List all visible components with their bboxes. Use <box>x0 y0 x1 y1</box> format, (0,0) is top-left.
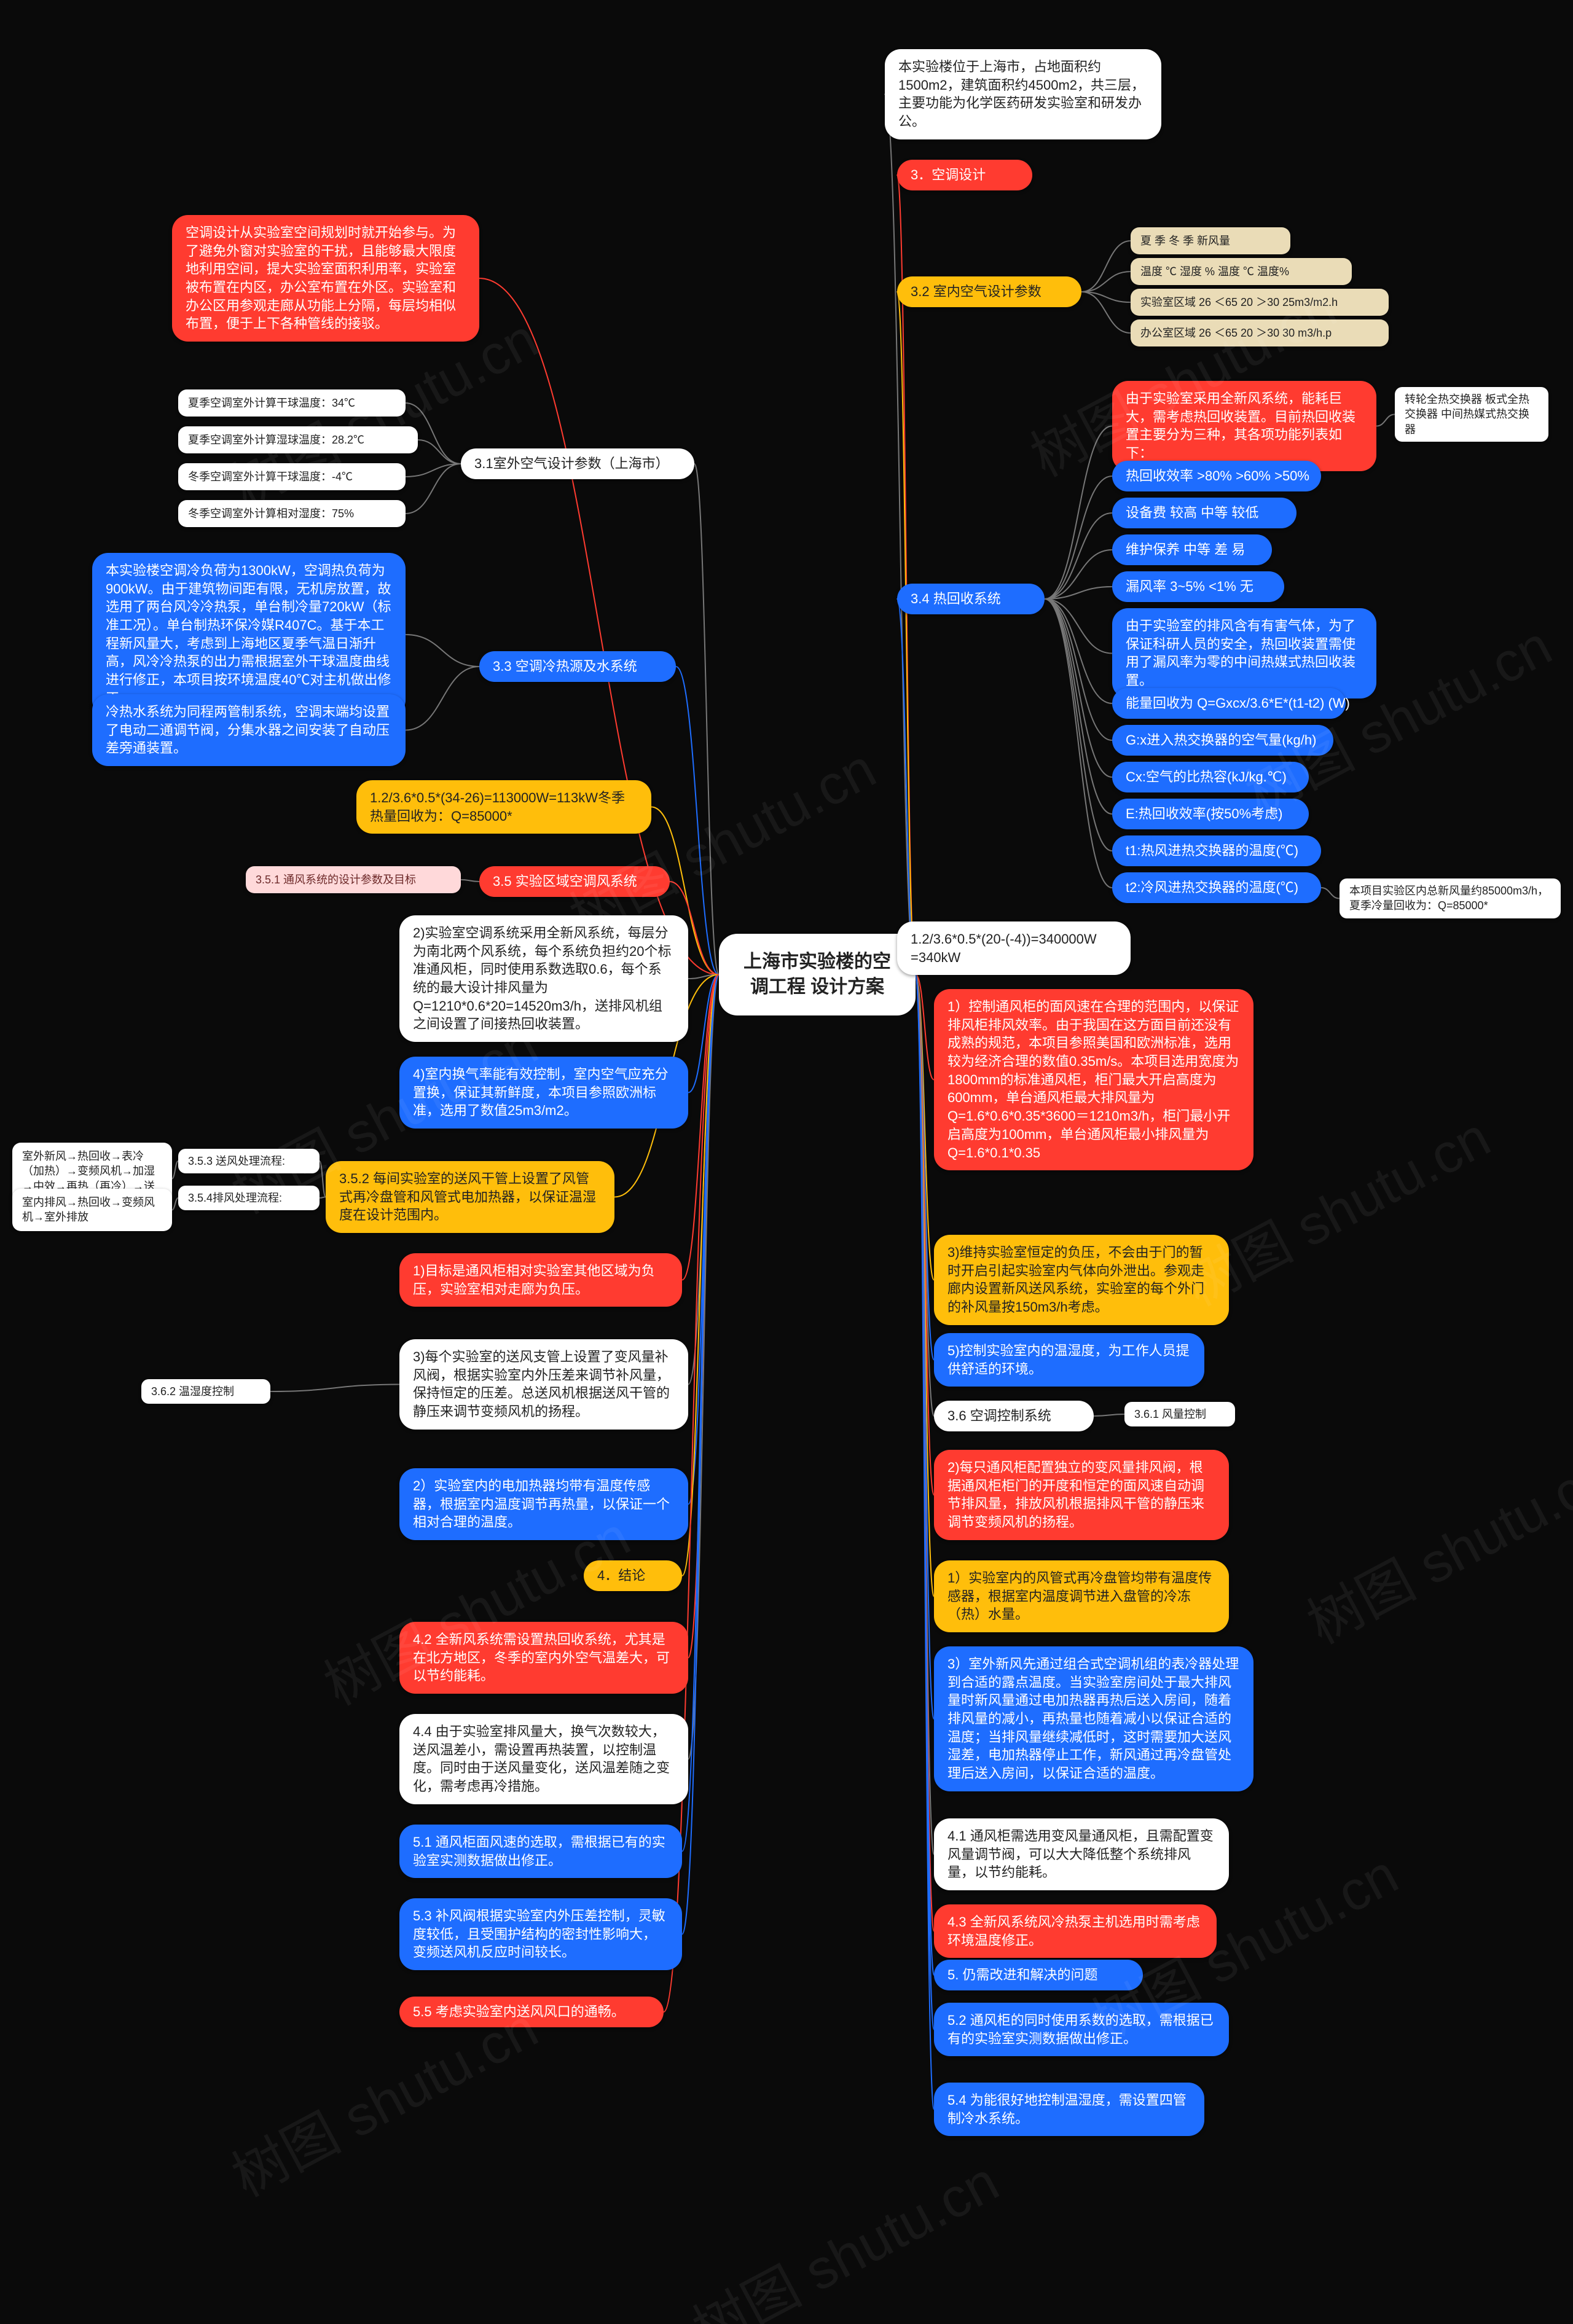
mindmap-node: 1）实验室内的风管式再冷盘管均带有温度传感器，根据室内温度调节进入盘管的冷冻（热… <box>934 1560 1229 1632</box>
mindmap-node: 5.5 考虑实验室内送风风口的通畅。 <box>399 1997 664 2027</box>
mindmap-node: 3.4 热回收系统 <box>897 584 1045 614</box>
mindmap-node: t2:冷风进热交换器的温度(℃) <box>1112 872 1321 903</box>
mindmap-node: 室内排风→热回收→变频风机→室外排放 <box>12 1189 172 1231</box>
mindmap-node: 夏季空调室外计算干球温度：34℃ <box>178 389 406 417</box>
mindmap-node: 3.5 实验区域空调风系统 <box>479 866 670 897</box>
mindmap-node: 由于实验室的排风含有有害气体，为了保证科研人员的安全，热回收装置需使用了漏风率为… <box>1112 608 1376 698</box>
mindmap-node: 实验室区域 26 ＜65 20 ＞30 25m3/m2.h <box>1131 289 1389 316</box>
mindmap-node: 5.1 通风柜面风速的选取，需根据已有的实验室实测数据做出修正。 <box>399 1825 682 1878</box>
mindmap-node: E:热回收效率(按50%考虑) <box>1112 799 1309 829</box>
mindmap-node: 4.1 通风柜需选用变风量通风柜，且需配置变风量调节阀，可以大大降低整个系统排风… <box>934 1818 1229 1890</box>
mindmap-node: 冷热水系统为同程两管制系统，空调末端均设置了电动二通调节阀，分集水器之间安装了自… <box>92 694 406 766</box>
mindmap-node: 5)控制实验室内的温湿度，为工作人员提供舒适的环境。 <box>934 1333 1204 1387</box>
mindmap-node: 上海市实验楼的空调工程 设计方案 <box>719 934 916 1015</box>
mindmap-node: 1.2/3.6*0.5*(20-(-4))=340000W =340kW <box>897 921 1131 975</box>
watermark: 树图 shutu.cn <box>1291 1431 1573 1659</box>
mindmap-node: 空调设计从实验室空间规划时就开始参与。为了避免外窗对实验室的干扰，且能够最大限度… <box>172 215 479 342</box>
mindmap-node: 5.4 为能很好地控制温湿度，需设置四管制冷水系统。 <box>934 2083 1204 2136</box>
mindmap-node: 维护保养 中等 差 易 <box>1112 534 1272 565</box>
mindmap-node: Cx:空气的比热容(kJ/kg.℃) <box>1112 762 1309 792</box>
mindmap-node: 4.2 全新风系统需设置热回收系统，尤其是在北方地区，冬季的室内外空气温差大，可… <box>399 1622 688 1694</box>
mindmap-node: 夏 季 冬 季 新风量 <box>1131 227 1290 254</box>
mindmap-node: 3)维持实验室恒定的负压，不会由于门的暂时开启引起实验室内气体向外泄出。参观走廊… <box>934 1235 1229 1325</box>
mindmap-node: G:x进入热交换器的空气量(kg/h) <box>1112 725 1333 756</box>
mindmap-node: 3.6.2 温湿度控制 <box>141 1379 270 1404</box>
mindmap-node: 办公室区域 26 ＜65 20 ＞30 30 m3/h.p <box>1131 319 1389 346</box>
mindmap-node: 5. 仍需改进和解决的问题 <box>934 1960 1143 1990</box>
mindmap-node: 5.3 补风阀根据实验室内外压差控制，灵敏度较低，且受围护结构的密封性影响大，变… <box>399 1898 682 1970</box>
mindmap-node: 3.5.2 每间实验室的送风干管上设置了风管式再冷盘管和风管式电加热器，以保证温… <box>326 1161 614 1233</box>
mindmap-node: 3.1室外空气设计参数（上海市） <box>461 448 694 479</box>
mindmap-node: 4)室内换气率能有效控制，室内空气应充分置换，保证其新鲜度，本项目参照欧洲标准，… <box>399 1057 688 1129</box>
mindmap-node: 1.2/3.6*0.5*(34-26)=113000W=113kW冬季热量回收为… <box>356 780 651 834</box>
mindmap-node: 热回收效率 >80% >60% >50% <box>1112 461 1321 491</box>
mindmap-node: 2)每只通风柜配置独立的变风量排风阀，根据通风柜柜门的开度和恒定的面风速自动调节… <box>934 1450 1229 1540</box>
watermark: 树图 shutu.cn <box>677 2138 1010 2324</box>
mindmap-stage: 上海市实验楼的空调工程 设计方案 本实验楼位于上海市，占地面积约1500m2，建筑… <box>0 0 1573 2324</box>
mindmap-node: 本项目实验区内总新风量约85000m3/h，夏季冷量回收为：Q=85000* <box>1340 878 1561 918</box>
mindmap-node: 1）控制通风柜的面风速在合理的范围内，以保证排风柜排风效率。由于我国在这方面目前… <box>934 989 1253 1170</box>
mindmap-node: 温度 ℃ 湿度 % 温度 ℃ 温度% <box>1131 258 1352 285</box>
mindmap-node: 1)目标是通风柜相对实验室其他区域为负压，实验室相对走廊为负压。 <box>399 1253 682 1307</box>
mindmap-node: 3)每个实验室的送风支管上设置了变风量补风阀，根据实验室内外压差来调节补风量，保… <box>399 1339 688 1430</box>
mindmap-node: 本实验楼位于上海市，占地面积约1500m2，建筑面积约4500m2，共三层，主要… <box>885 49 1161 139</box>
mindmap-node: 能量回收为 Q=Gxcx/3.6*E*(t1-t2) (W) <box>1112 688 1346 719</box>
mindmap-node: 3.5.4排风处理流程: <box>178 1186 320 1210</box>
mindmap-node: 转轮全热交换器 板式全热交换器 中间热媒式热交换器 <box>1395 387 1548 442</box>
mindmap-node: 本实验楼空调冷负荷为1300kW，空调热负荷为900kW。由于建筑物间距有限，无… <box>92 553 406 716</box>
mindmap-node: 3．空调设计 <box>897 160 1032 190</box>
mindmap-node: 夏季空调室外计算湿球温度：28.2℃ <box>178 426 418 453</box>
mindmap-node: 3.5.3 送风处理流程: <box>178 1149 320 1173</box>
mindmap-node: 4．结论 <box>584 1560 682 1591</box>
mindmap-node: 5.2 通风柜的同时使用系数的选取，需根据已有的实验室实测数据做出修正。 <box>934 2003 1229 2056</box>
mindmap-node: 4.3 全新风系统风冷热泵主机选用时需考虑环境温度修正。 <box>934 1904 1217 1958</box>
mindmap-node: 冬季空调室外计算干球温度：-4℃ <box>178 463 406 490</box>
mindmap-node: 3）室外新风先通过组合式空调机组的表冷器处理到合适的露点温度。当实验室房间处于最… <box>934 1646 1253 1791</box>
mindmap-node: 漏风率 3~5% <1% 无 <box>1112 571 1284 602</box>
mindmap-node: 冬季空调室外计算相对湿度：75% <box>178 500 406 527</box>
mindmap-node: 由于实验室采用全新风系统，能耗巨大，需考虑热回收装置。目前热回收装置主要分为三种… <box>1112 381 1376 471</box>
mindmap-node: 3.2 室内空气设计参数 <box>897 276 1081 307</box>
mindmap-node: 设备费 较高 中等 较低 <box>1112 498 1296 528</box>
mindmap-node: 2）实验室内的电加热器均带有温度传感器，根据室内温度调节再热量，以保证一个相对合… <box>399 1468 688 1540</box>
mindmap-node: 3.5.1 通风系统的设计参数及目标 <box>246 866 461 893</box>
mindmap-node: 2)实验室空调系统采用全新风系统，每层分为南北两个风系统，每个系统负担约20个标… <box>399 915 688 1042</box>
mindmap-node: t1:热风进热交换器的温度(℃) <box>1112 835 1321 866</box>
mindmap-node: 3.6.1 风量控制 <box>1124 1402 1235 1426</box>
mindmap-node: 3.6 空调控制系统 <box>934 1401 1094 1431</box>
mindmap-node: 4.4 由于实验室排风量大，换气次数较大，送风温差小，需设置再热装置，以控制温度… <box>399 1714 688 1804</box>
mindmap-node: 3.3 空调冷热源及水系统 <box>479 651 676 682</box>
